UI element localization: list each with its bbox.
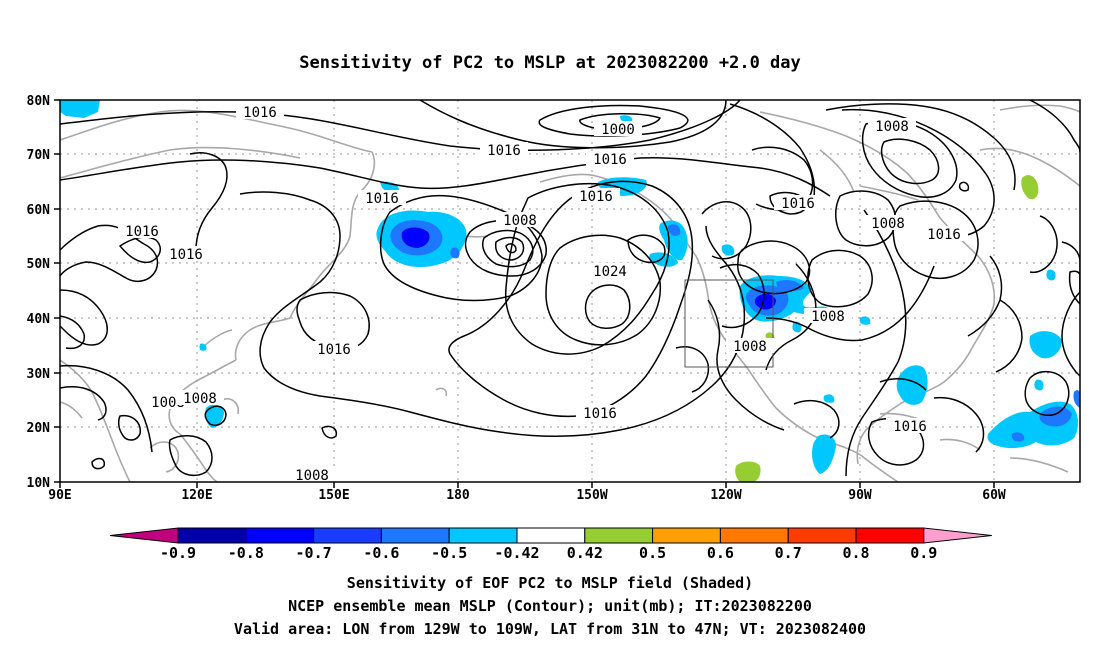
contour-label: 1016 — [886, 418, 934, 435]
contour-label: 1016 — [920, 226, 968, 243]
svg-text:1016: 1016 — [583, 406, 617, 422]
colorbar-segment — [584, 527, 654, 544]
lat-axis-labels: 80N 70N 60N 50N 40N 30N 20N 10N — [27, 94, 51, 491]
svg-text:1016: 1016 — [927, 227, 961, 243]
contour-label: 1016 — [162, 246, 210, 263]
svg-text:1016: 1016 — [365, 191, 399, 207]
svg-text:1008: 1008 — [733, 339, 767, 355]
svg-text:1016: 1016 — [317, 342, 351, 358]
contour-label: 1008 — [496, 212, 544, 229]
svg-text:1016: 1016 — [579, 189, 613, 205]
figure-title: Sensitivity of PC2 to MSLP at 2023082200… — [299, 53, 801, 73]
lat-tick-label: 40N — [27, 312, 51, 327]
lon-tick-label: 150W — [576, 488, 607, 503]
sensitivity-shading — [60, 100, 1080, 482]
colorbar-segment — [245, 527, 315, 544]
colorbar-segment — [380, 527, 450, 544]
contour-label: 1008 — [288, 467, 336, 484]
svg-text:1016: 1016 — [125, 224, 159, 240]
contour-label: 1016 — [586, 151, 634, 168]
colorbar-arrow-high — [923, 527, 992, 544]
svg-text:1008: 1008 — [811, 309, 845, 325]
lat-tick-label: 80N — [27, 94, 51, 109]
lat-tick-label: 20N — [27, 421, 51, 436]
colorbar-tick-label: -0.42 — [494, 544, 539, 562]
colorbar-segment — [313, 527, 382, 544]
colorbar-tick-label: 0.7 — [775, 544, 802, 562]
lon-tick-label: 90W — [848, 488, 872, 503]
contour-label: 1008 — [868, 118, 916, 135]
svg-text:1008: 1008 — [183, 391, 217, 407]
axis-ticks — [54, 99, 995, 488]
contour-label: 1016 — [236, 104, 284, 121]
colorbar-tick-label: -0.7 — [296, 544, 332, 562]
contour-label: 1008 — [726, 338, 774, 355]
colorbar-arrow-low — [109, 527, 179, 544]
colorbar-segment — [177, 527, 247, 544]
colorbar-segment — [652, 527, 721, 544]
lon-tick-label: 90E — [48, 488, 71, 503]
map-frame — [59, 99, 1081, 483]
colorbar-segment — [719, 527, 789, 544]
svg-text:1016: 1016 — [781, 196, 815, 212]
contour-label: 1008 — [804, 308, 852, 325]
contour-label: 1016 — [572, 188, 620, 205]
contour-label: 1024 — [586, 263, 634, 280]
svg-text:1000: 1000 — [601, 122, 635, 138]
colorbar-tick-label: -0.8 — [228, 544, 264, 562]
colorbar-tick-label: -0.9 — [160, 544, 196, 562]
svg-text:1016: 1016 — [243, 105, 277, 121]
lon-tick-label: 120E — [181, 488, 212, 503]
contour-label: 1016 — [480, 142, 528, 159]
caption-line-shading: Sensitivity of EOF PC2 to MSLP field (Sh… — [347, 574, 753, 592]
caption-line-valid-area: Valid area: LON from 129W to 109W, LAT f… — [234, 620, 866, 638]
contour-label: 1016 — [118, 223, 166, 240]
contour-label: 1000 — [594, 121, 642, 138]
lat-tick-label: 10N — [27, 476, 51, 491]
colorbar-tick-label: -0.5 — [431, 544, 467, 562]
lat-tick-label: 70N — [27, 148, 51, 163]
svg-text:1008: 1008 — [503, 213, 537, 229]
colorbar-tick-label: 0.5 — [639, 544, 666, 562]
contour-labels: 1016 1016 1016 1016 1016 1016 1000 1016 … — [118, 104, 968, 484]
lon-axis-labels: 90E 120E 150E 180 150W 120W 90W 60W — [48, 488, 1006, 503]
colorbar-tick-label: 0.9 — [910, 544, 937, 562]
lat-tick-label: 60N — [27, 203, 51, 218]
colorbar-tick-label: 0.42 — [567, 544, 603, 562]
svg-text:1008: 1008 — [875, 119, 909, 135]
colorbar-tick-label: -0.6 — [363, 544, 399, 562]
svg-text:1016: 1016 — [593, 152, 627, 168]
svg-text:1016: 1016 — [169, 247, 203, 263]
contour-label: 1016 — [576, 405, 624, 422]
svg-text:1008: 1008 — [871, 216, 905, 232]
colorbar-tick-label: 0.6 — [707, 544, 734, 562]
lon-tick-label: 60W — [982, 488, 1006, 503]
svg-text:1024: 1024 — [593, 264, 627, 280]
valid-area-box — [684, 279, 774, 368]
colorbar-segment — [787, 527, 857, 544]
colorbar-tick-label: 0.8 — [842, 544, 869, 562]
colorbar-segment — [448, 527, 518, 544]
svg-text:1016: 1016 — [487, 143, 521, 159]
colorbar: -0.9 -0.8 -0.7 -0.6 -0.5 -0.42 0.42 0.5 0.6 0.7 0.… — [109, 527, 992, 562]
contour-label: 1008 — [176, 390, 224, 407]
contour-label: 1008 — [864, 215, 912, 232]
colorbar-segment — [516, 527, 586, 544]
colorbar-segment — [855, 527, 925, 544]
lat-tick-label: 50N — [27, 257, 51, 272]
contour-label: 1016 — [358, 190, 406, 207]
caption-line-contour: NCEP ensemble mean MSLP (Contour); unit(… — [288, 597, 812, 615]
lon-tick-label: 180 — [446, 488, 470, 503]
svg-text:1008: 1008 — [295, 468, 329, 484]
lon-tick-label: 150E — [318, 488, 349, 503]
svg-text:1016: 1016 — [893, 419, 927, 435]
lat-tick-label: 30N — [27, 367, 51, 382]
lon-tick-label: 120W — [710, 488, 741, 503]
contour-label: 1016 — [774, 195, 822, 212]
mslp-contours — [60, 100, 1080, 477]
contour-label: 1016 — [310, 341, 358, 358]
